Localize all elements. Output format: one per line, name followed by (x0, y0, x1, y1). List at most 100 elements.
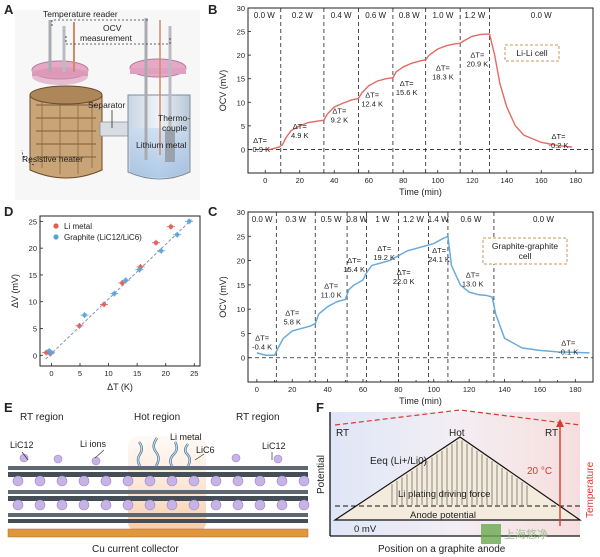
x-tick-label: 180 (569, 176, 582, 185)
leader-lic6 (194, 453, 205, 461)
li-ion-dot (276, 499, 288, 511)
delta-t-value: -0.2 K (548, 141, 568, 150)
f-celsius: 20 °C (527, 466, 552, 477)
plot-frame (247, 7, 594, 174)
x-tick-label: 140 (498, 385, 511, 394)
y-tick-label: 30 (237, 208, 245, 217)
delta-t-label: ΔT= (400, 79, 415, 88)
delta-t-value: 20.9 K (467, 60, 489, 69)
y-tick-label: 25 (29, 217, 37, 226)
delta-t-label: ΔT= (347, 256, 362, 265)
li-ion-dot (78, 499, 90, 511)
y-tick-label: 25 (237, 28, 245, 37)
li-ion-dot (122, 475, 134, 487)
power-label: 0.3 W (285, 215, 306, 224)
label-temperature-reader: Temperature reader (43, 9, 118, 19)
f-rt-left: RT (336, 428, 349, 439)
label-lithium-metal: Lithium metal (136, 140, 187, 150)
li-ion-dot (144, 475, 156, 487)
legend-text-li-li: Li-Li cell (516, 48, 547, 58)
x-tick-label: 100 (428, 385, 441, 394)
delta-t-label: ΔT= (552, 132, 567, 141)
y-tick-label: 15 (237, 75, 245, 84)
delta-t-value: 13.0 K (462, 280, 484, 289)
x-tick-label: 20 (288, 385, 296, 394)
f-ylabel-temperature: Temperature (585, 461, 596, 518)
plot-frame (39, 215, 201, 367)
x-tick-label: 25 (190, 369, 198, 378)
power-label: 0.6 W (365, 11, 386, 20)
scatter-point (101, 302, 107, 307)
e-li-metal: Li metal (170, 432, 202, 442)
x-tick-label: 40 (323, 385, 331, 394)
x-tick-label: 10 (104, 369, 112, 378)
y-tick-label: 10 (29, 298, 37, 307)
e-hot-region: Hot region (134, 412, 180, 423)
scatter-point (123, 277, 129, 283)
delta-t-label: ΔT= (397, 268, 412, 277)
fit-line (45, 219, 192, 360)
delta-t-label: ΔT= (377, 244, 392, 253)
y-tick-label: 0 (241, 354, 245, 363)
scatter-point (137, 267, 142, 272)
li-ion-dot-free (91, 456, 101, 466)
y-tick-label: 5 (241, 329, 245, 338)
x-tick-label: 60 (359, 385, 367, 394)
delta-t-label: ΔT= (561, 339, 576, 348)
x-axis-label: ΔT (K) (107, 382, 133, 392)
leader-heater (21, 149, 35, 166)
watermark-logo (481, 524, 501, 544)
x-tick-label: 100 (431, 176, 444, 185)
panel-e: RT region Hot region RT region LiC12 Li … (7, 412, 310, 555)
f-anode-potential-label: Anode potential (410, 510, 476, 521)
data-line (256, 235, 590, 357)
li-ion-dot (12, 499, 24, 511)
power-label: 1.4 W (428, 215, 449, 224)
panel-label-d: D (4, 204, 13, 219)
legend-text-graphite-2: cell (519, 251, 532, 261)
panel-f: RT Hot RT Eeq (Li+/Li0) 20 °C Li plating… (316, 409, 596, 555)
li-metal-dendrites-highlight (137, 437, 191, 467)
e-lic12-right: LiC12 (262, 441, 286, 451)
delta-t-label: ΔT= (436, 64, 451, 73)
li-ion-dot-free (273, 454, 283, 464)
power-label: 0.4 W (331, 11, 352, 20)
y-tick-label: 10 (237, 305, 245, 314)
li-ion-dot (298, 475, 310, 487)
x-tick-label: 120 (466, 176, 479, 185)
x-tick-label: 0 (49, 369, 53, 378)
delta-t-value: -0.9 K (250, 145, 270, 154)
li-ion-dot (254, 475, 266, 487)
y-tick-label: 25 (237, 232, 245, 241)
delta-t-label: ΔT= (466, 271, 481, 280)
f-temperature-arrowhead (556, 419, 564, 427)
li-ion-dot (298, 499, 310, 511)
y-tick-label: 20 (237, 51, 245, 60)
f-driving-force-hatch (391, 440, 528, 505)
panel-b-chart: 0 20 40 60 80 100 120 140 160 180 0 5 10 15 20 25 30 0.0 … (218, 4, 594, 197)
x-tick-label: 0 (263, 176, 267, 185)
f-xlabel: Position on a graphite anode (378, 544, 506, 555)
y-tick-label: 0 (241, 145, 245, 154)
li-ion-dot (232, 499, 244, 511)
x-tick-label: 180 (569, 385, 582, 394)
delta-t-label: ΔT= (432, 246, 447, 255)
f-hot: Hot (449, 428, 465, 439)
power-label: 0.8 W (399, 11, 420, 20)
li-ion-dot (56, 499, 68, 511)
li-ion-dot (78, 475, 90, 487)
power-label: 0.2 W (292, 11, 313, 20)
li-ion-dot (34, 499, 46, 511)
li-ion-dots (12, 453, 310, 511)
x-tick-label: 140 (500, 176, 513, 185)
delta-t-value: 15.4 K (343, 265, 365, 274)
label-separator: Separator (88, 100, 125, 110)
delta-t-value: 24.1 K (428, 255, 450, 264)
y-tick-label: 10 (237, 98, 245, 107)
li-ion-dot (276, 475, 288, 487)
f-zero-mv: 0 mV (354, 524, 377, 535)
x-tick-label: 0 (255, 385, 259, 394)
scatter-point (158, 248, 164, 254)
label-couple: couple (162, 123, 187, 133)
legend-marker-graphite (53, 234, 59, 240)
